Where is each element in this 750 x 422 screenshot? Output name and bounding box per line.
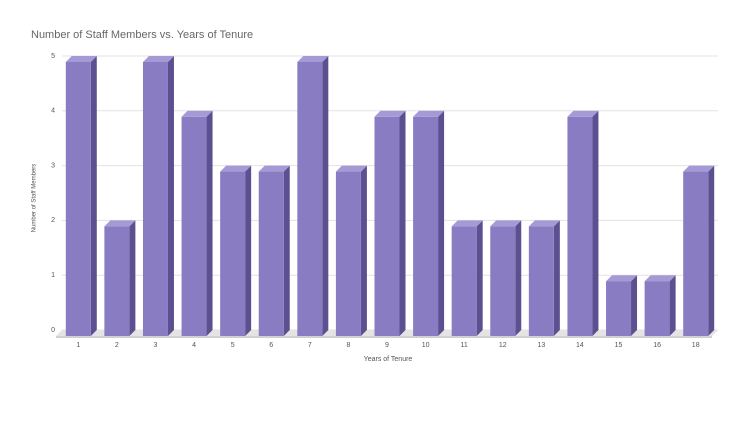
bar-top xyxy=(220,165,252,172)
x-tick-label: 15 xyxy=(615,342,623,349)
bar-side xyxy=(515,220,522,336)
bar-top xyxy=(567,110,599,117)
x-tick-label: 10 xyxy=(422,342,430,349)
bar xyxy=(413,116,439,336)
x-axis-label: Years of Tenure xyxy=(364,356,413,363)
bar-side xyxy=(476,220,483,336)
bar-top xyxy=(528,220,560,227)
bar xyxy=(644,281,670,336)
bar-top xyxy=(451,220,483,227)
y-tick-label: 2 xyxy=(51,217,55,224)
bar-side xyxy=(283,165,290,336)
x-tick-label: 13 xyxy=(537,342,545,349)
bar-top xyxy=(142,56,174,62)
y-tick-label: 0 xyxy=(51,327,55,334)
bar xyxy=(220,171,246,336)
bar-side xyxy=(245,165,252,336)
x-tick-label: 3 xyxy=(154,342,158,349)
bar-top xyxy=(490,220,522,227)
bar-top xyxy=(181,110,213,117)
floor-front xyxy=(56,336,712,338)
bar-top xyxy=(104,220,136,227)
x-tick-label: 2 xyxy=(115,342,119,349)
bar-top xyxy=(258,165,290,172)
bar-side xyxy=(167,56,174,336)
bar-side xyxy=(592,110,599,336)
bar xyxy=(104,226,130,336)
x-tick-label: 4 xyxy=(192,342,196,349)
bar-side xyxy=(553,220,560,336)
bar-top xyxy=(297,56,329,62)
y-tick-label: 3 xyxy=(51,162,55,169)
bar xyxy=(335,171,361,336)
bar-top xyxy=(335,165,367,172)
bar-side xyxy=(669,275,676,336)
bar-top xyxy=(65,56,97,62)
x-tick-label: 12 xyxy=(499,342,507,349)
bar xyxy=(490,226,516,336)
x-tick-label: 18 xyxy=(692,342,700,349)
bar-side xyxy=(438,110,445,336)
x-tick-label: 7 xyxy=(308,342,312,349)
bar-side xyxy=(708,165,715,336)
x-tick-label: 9 xyxy=(385,342,389,349)
chart-title: Number of Staff Members vs. Years of Ten… xyxy=(31,29,253,41)
y-tick-label: 4 xyxy=(51,108,55,115)
x-tick-label: 14 xyxy=(576,342,584,349)
bar xyxy=(142,62,168,336)
y-axis-label: Number of Staff Members xyxy=(32,164,38,233)
x-tick-label: 8 xyxy=(346,342,350,349)
x-tick-label: 16 xyxy=(653,342,661,349)
bar-side xyxy=(129,220,136,336)
bar-side xyxy=(322,56,329,336)
bar-side xyxy=(399,110,406,336)
bar-side xyxy=(360,165,367,336)
bar-side xyxy=(206,110,213,336)
bar-top xyxy=(413,110,445,117)
x-tick-label: 11 xyxy=(461,342,468,349)
bar xyxy=(374,116,400,336)
bar xyxy=(65,62,91,336)
x-tick-label: 1 xyxy=(76,342,80,349)
bar-side xyxy=(90,56,97,336)
x-tick-label: 6 xyxy=(269,342,273,349)
bar xyxy=(528,226,554,336)
bar xyxy=(451,226,477,336)
bar xyxy=(181,116,207,336)
bar-top xyxy=(374,110,406,117)
bar-top xyxy=(683,165,715,172)
bar xyxy=(567,116,593,336)
bar-top xyxy=(644,275,676,282)
bar xyxy=(606,281,632,336)
bar xyxy=(258,171,284,336)
bar-side xyxy=(631,275,638,336)
bar xyxy=(683,171,709,336)
y-tick-label: 5 xyxy=(51,53,55,60)
x-tick-label: 5 xyxy=(231,342,235,349)
y-tick-label: 1 xyxy=(51,272,55,279)
bar xyxy=(297,62,323,336)
bar-top xyxy=(606,275,638,282)
